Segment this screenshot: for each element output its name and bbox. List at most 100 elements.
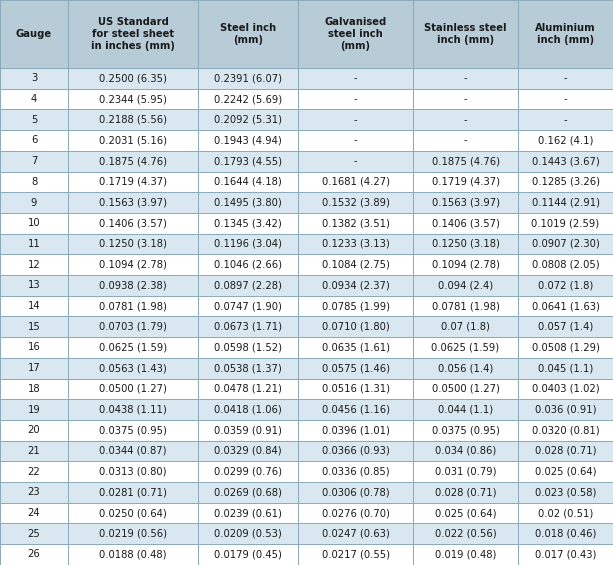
Text: Steel inch
(mm): Steel inch (mm) <box>220 23 276 45</box>
Text: 22: 22 <box>28 467 40 477</box>
Text: 9: 9 <box>31 198 37 207</box>
Bar <box>298 399 413 420</box>
Bar <box>0 316 68 337</box>
Bar <box>413 482 518 503</box>
Bar <box>298 358 413 379</box>
Text: 0.0785 (1.99): 0.0785 (1.99) <box>321 301 389 311</box>
Bar <box>518 192 613 213</box>
Bar <box>298 151 413 172</box>
Text: 0.1443 (3.67): 0.1443 (3.67) <box>531 156 600 166</box>
Text: 0.1094 (2.78): 0.1094 (2.78) <box>99 260 167 270</box>
Text: 0.018 (0.46): 0.018 (0.46) <box>535 529 596 539</box>
Bar <box>198 523 298 544</box>
Bar <box>198 233 298 254</box>
Bar <box>518 151 613 172</box>
Bar <box>413 0 518 68</box>
Bar <box>518 275 613 295</box>
Bar <box>0 420 68 441</box>
Bar <box>198 358 298 379</box>
Bar <box>298 254 413 275</box>
Text: 0.0938 (2.38): 0.0938 (2.38) <box>99 280 167 290</box>
Bar <box>68 482 198 503</box>
Bar <box>68 130 198 151</box>
Bar <box>518 0 613 68</box>
Text: 0.0625 (1.59): 0.0625 (1.59) <box>99 342 167 353</box>
Text: 0.1345 (3.42): 0.1345 (3.42) <box>214 218 282 228</box>
Bar <box>298 482 413 503</box>
Bar <box>0 275 68 295</box>
Bar <box>68 172 198 192</box>
Bar <box>198 192 298 213</box>
Text: 0.1406 (3.57): 0.1406 (3.57) <box>432 218 500 228</box>
Text: 0.0366 (0.93): 0.0366 (0.93) <box>322 446 389 456</box>
Text: 6: 6 <box>31 136 37 145</box>
Bar <box>518 316 613 337</box>
Bar <box>298 523 413 544</box>
Text: 0.0500 (1.27): 0.0500 (1.27) <box>99 384 167 394</box>
Text: 24: 24 <box>28 508 40 518</box>
Bar <box>0 503 68 523</box>
Bar <box>68 68 198 89</box>
Text: 0.2092 (5.31): 0.2092 (5.31) <box>214 115 282 125</box>
Text: 0.0239 (0.61): 0.0239 (0.61) <box>214 508 282 518</box>
Text: 0.0188 (0.48): 0.0188 (0.48) <box>99 549 167 559</box>
Bar <box>298 130 413 151</box>
Text: 0.0710 (1.80): 0.0710 (1.80) <box>322 321 389 332</box>
Text: 0.025 (0.64): 0.025 (0.64) <box>535 467 596 477</box>
Bar <box>68 295 198 316</box>
Bar <box>413 441 518 461</box>
Bar <box>518 295 613 316</box>
Text: 0.1094 (2.78): 0.1094 (2.78) <box>432 260 500 270</box>
Bar <box>0 172 68 192</box>
Text: Galvanised
steel inch
(mm): Galvanised steel inch (mm) <box>324 16 387 51</box>
Text: 0.0456 (1.16): 0.0456 (1.16) <box>321 405 389 415</box>
Bar <box>298 68 413 89</box>
Text: 26: 26 <box>28 549 40 559</box>
Text: 0.023 (0.58): 0.023 (0.58) <box>535 488 596 497</box>
Text: 0.1943 (4.94): 0.1943 (4.94) <box>214 136 282 145</box>
Bar <box>68 89 198 110</box>
Text: Aluminium
inch (mm): Aluminium inch (mm) <box>535 23 596 45</box>
Text: 0.094 (2.4): 0.094 (2.4) <box>438 280 493 290</box>
Text: Gauge: Gauge <box>16 29 52 39</box>
Bar <box>198 420 298 441</box>
Bar <box>413 151 518 172</box>
Bar <box>198 295 298 316</box>
Text: 0.0359 (0.91): 0.0359 (0.91) <box>214 425 282 435</box>
Text: 0.0598 (1.52): 0.0598 (1.52) <box>214 342 282 353</box>
Text: 14: 14 <box>28 301 40 311</box>
Bar <box>68 110 198 130</box>
Bar <box>413 358 518 379</box>
Bar <box>518 379 613 399</box>
Bar <box>0 399 68 420</box>
Bar <box>413 89 518 110</box>
Bar <box>298 379 413 399</box>
Bar <box>68 0 198 68</box>
Text: 19: 19 <box>28 405 40 415</box>
Text: 0.028 (0.71): 0.028 (0.71) <box>535 446 596 456</box>
Bar <box>0 68 68 89</box>
Text: 8: 8 <box>31 177 37 187</box>
Text: 0.0673 (1.71): 0.0673 (1.71) <box>214 321 282 332</box>
Text: 18: 18 <box>28 384 40 394</box>
Bar <box>0 337 68 358</box>
Bar <box>198 130 298 151</box>
Text: 0.0781 (1.98): 0.0781 (1.98) <box>99 301 167 311</box>
Text: 0.1563 (3.97): 0.1563 (3.97) <box>432 198 500 207</box>
Bar <box>298 461 413 482</box>
Bar <box>413 275 518 295</box>
Bar <box>413 254 518 275</box>
Text: 15: 15 <box>28 321 40 332</box>
Bar <box>298 110 413 130</box>
Text: 0.2188 (5.56): 0.2188 (5.56) <box>99 115 167 125</box>
Bar <box>298 89 413 110</box>
Bar <box>68 316 198 337</box>
Bar <box>518 503 613 523</box>
Text: 11: 11 <box>28 239 40 249</box>
Text: -: - <box>463 94 467 104</box>
Bar <box>0 213 68 233</box>
Bar <box>198 213 298 233</box>
Text: 0.1233 (3.13): 0.1233 (3.13) <box>322 239 389 249</box>
Text: 0.0403 (1.02): 0.0403 (1.02) <box>531 384 600 394</box>
Text: 0.2344 (5.95): 0.2344 (5.95) <box>99 94 167 104</box>
